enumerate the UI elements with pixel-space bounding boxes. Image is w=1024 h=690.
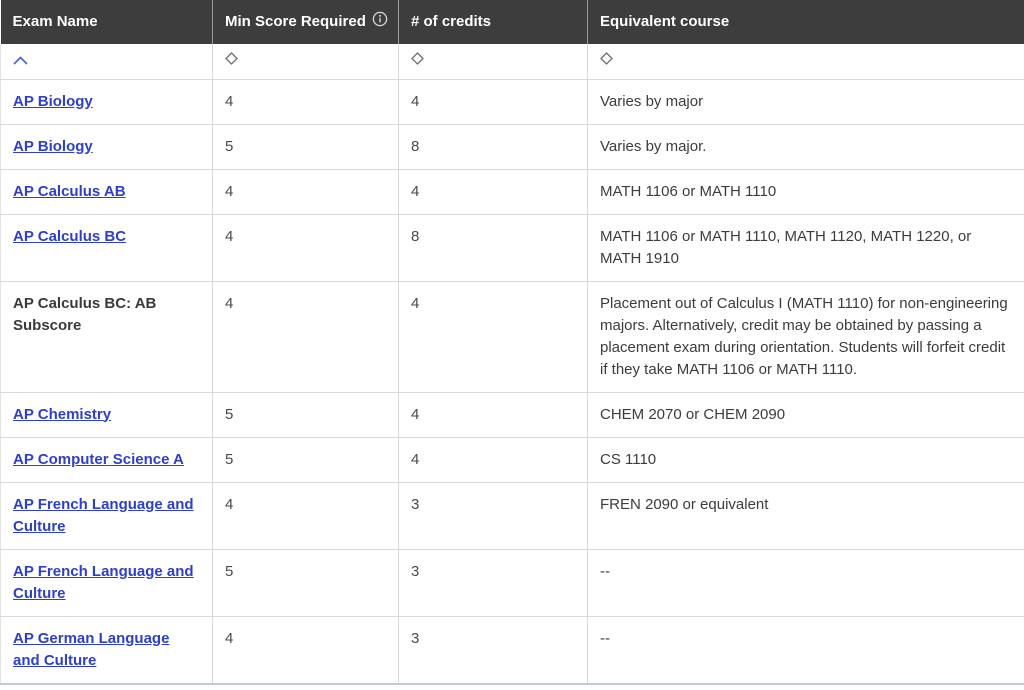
sort-diamond-icon[interactable]	[411, 52, 424, 66]
credits-cell: 8	[398, 123, 588, 170]
min-score-cell: 5	[212, 548, 399, 617]
sort-diamond-icon[interactable]	[600, 52, 613, 66]
min-score-cell: 5	[212, 391, 399, 438]
min-score-cell: 4	[212, 213, 399, 282]
table-row: AP Computer Science A 5 4 CS 1110	[0, 436, 1024, 483]
table-row: AP Biology 5 8 Varies by major.	[0, 123, 1024, 170]
credits-cell: 3	[398, 481, 588, 550]
column-header-label: Min Score Required	[225, 13, 366, 30]
exam-link[interactable]: AP Calculus BC	[13, 227, 127, 245]
sort-cell-equivalent-course	[587, 44, 1024, 80]
min-score-cell: 4	[212, 481, 399, 550]
min-score-cell: 4	[212, 615, 399, 685]
table-row: AP French Language and Culture 5 3 --	[0, 548, 1024, 617]
equivalent-course-cell: FREN 2090 or equivalent	[587, 481, 1024, 550]
min-score-cell: 4	[212, 168, 399, 215]
equivalent-course-cell: --	[587, 548, 1024, 617]
credits-cell: 3	[398, 548, 588, 617]
equivalent-course-cell: MATH 1106 or MATH 1110	[587, 168, 1024, 215]
exam-link[interactable]: AP French Language and Culture	[13, 495, 194, 535]
exam-name-cell: AP French Language and Culture	[0, 548, 213, 617]
equivalent-course-cell: Varies by major	[587, 78, 1024, 125]
table-row: AP German Language and Culture 4 3 --	[0, 615, 1024, 685]
sort-cell-exam-name	[0, 44, 213, 80]
credits-cell: 4	[398, 78, 588, 125]
equivalent-course-cell: CHEM 2070 or CHEM 2090	[587, 391, 1024, 438]
column-header-credits[interactable]: # of credits	[398, 0, 588, 44]
equivalent-course-cell: --	[587, 615, 1024, 685]
table-row: AP Calculus AB 4 4 MATH 1106 or MATH 111…	[0, 168, 1024, 215]
exam-name-cell: AP Calculus BC: AB Subscore	[0, 280, 213, 393]
table-body: AP Biology 4 4 Varies by major AP Biolog…	[0, 78, 1024, 685]
exam-link[interactable]: AP Calculus AB	[13, 182, 126, 200]
column-header-label: Exam Name	[12, 13, 98, 30]
info-icon[interactable]	[372, 11, 388, 34]
credits-cell: 4	[398, 280, 588, 393]
equivalent-course-cell: Placement out of Calculus I (MATH 1110) …	[587, 280, 1024, 393]
sort-cell-min-score	[212, 44, 399, 80]
column-header-min-score[interactable]: Min Score Required	[212, 0, 399, 44]
exam-name-cell: AP Biology	[0, 78, 213, 125]
exam-link[interactable]: AP Computer Science A	[13, 450, 184, 468]
credits-cell: 4	[398, 436, 588, 483]
credits-cell: 4	[398, 391, 588, 438]
exam-name-text: AP Calculus BC: AB Subscore	[13, 294, 157, 334]
min-score-cell: 4	[212, 78, 399, 125]
exam-name-cell: AP Computer Science A	[0, 436, 213, 483]
column-header-equivalent-course[interactable]: Equivalent course	[587, 0, 1024, 44]
equivalent-course-cell: MATH 1106 or MATH 1110, MATH 1120, MATH …	[587, 213, 1024, 282]
table-row: AP Chemistry 5 4 CHEM 2070 or CHEM 2090	[0, 391, 1024, 438]
table-row: AP French Language and Culture 4 3 FREN …	[0, 481, 1024, 550]
chevron-up-icon[interactable]	[13, 56, 28, 65]
exam-link[interactable]: AP Chemistry	[13, 405, 112, 423]
table-row: AP Calculus BC 4 8 MATH 1106 or MATH 111…	[0, 213, 1024, 282]
exam-link[interactable]: AP French Language and Culture	[13, 562, 194, 602]
sort-controls-row	[0, 44, 1024, 80]
sort-cell-credits	[398, 44, 588, 80]
min-score-cell: 4	[212, 280, 399, 393]
credits-cell: 4	[398, 168, 588, 215]
exam-name-cell: AP Biology	[0, 123, 213, 170]
table-row: AP Biology 4 4 Varies by major	[0, 78, 1024, 125]
exam-link[interactable]: AP Biology	[13, 92, 93, 110]
table-row: AP Calculus BC: AB Subscore 4 4 Placemen…	[0, 280, 1024, 393]
header-row: Exam Name Min Score Required	[0, 0, 1024, 44]
exam-name-cell: AP German Language and Culture	[0, 615, 213, 685]
exam-link[interactable]: AP Biology	[13, 137, 93, 155]
equivalent-course-cell: CS 1110	[587, 436, 1024, 483]
credits-cell: 3	[398, 615, 588, 685]
equivalent-course-cell: Varies by major.	[587, 123, 1024, 170]
exam-link[interactable]: AP German Language and Culture	[13, 629, 170, 669]
sort-diamond-icon[interactable]	[225, 52, 238, 66]
min-score-cell: 5	[212, 123, 399, 170]
credits-cell: 8	[398, 213, 588, 282]
min-score-cell: 5	[212, 436, 399, 483]
exam-name-cell: AP Calculus BC	[0, 213, 213, 282]
exam-name-cell: AP Calculus AB	[0, 168, 213, 215]
exam-name-cell: AP French Language and Culture	[0, 481, 213, 550]
column-header-exam-name[interactable]: Exam Name	[0, 0, 213, 44]
exam-name-cell: AP Chemistry	[0, 391, 213, 438]
column-header-label: Equivalent course	[600, 13, 730, 30]
column-header-label: # of credits	[411, 13, 492, 30]
